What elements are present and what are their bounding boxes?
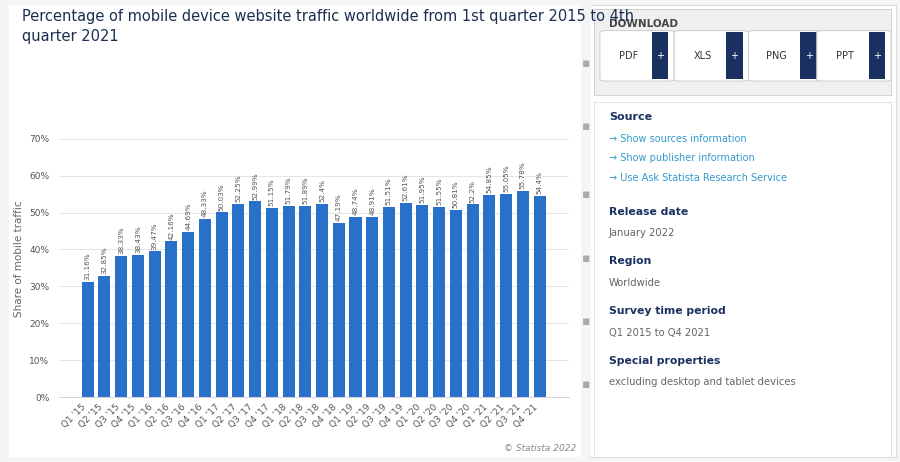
Bar xyxy=(199,219,211,397)
Text: Source: Source xyxy=(608,112,652,122)
Bar xyxy=(382,207,395,397)
FancyBboxPatch shape xyxy=(749,30,823,81)
Text: 51.95%: 51.95% xyxy=(419,176,426,203)
Bar xyxy=(115,255,127,397)
Text: ▪: ▪ xyxy=(581,188,590,201)
Bar xyxy=(98,276,111,397)
Text: +: + xyxy=(873,51,881,61)
Bar xyxy=(182,232,194,397)
Y-axis label: Share of mobile traffic: Share of mobile traffic xyxy=(14,201,23,317)
Text: Worldwide: Worldwide xyxy=(608,278,661,288)
Bar xyxy=(366,217,378,397)
Text: +: + xyxy=(656,51,664,61)
Bar xyxy=(500,194,512,397)
Text: 52.25%: 52.25% xyxy=(235,175,241,202)
Text: PPT: PPT xyxy=(836,51,854,61)
Bar xyxy=(333,223,345,397)
Bar xyxy=(349,217,362,397)
Text: 48.91%: 48.91% xyxy=(369,187,375,215)
FancyBboxPatch shape xyxy=(652,32,668,79)
Bar xyxy=(232,204,245,397)
Text: 52.2%: 52.2% xyxy=(470,180,475,202)
Text: 51.79%: 51.79% xyxy=(285,176,292,204)
FancyBboxPatch shape xyxy=(674,30,749,81)
Text: XLS: XLS xyxy=(693,51,712,61)
Text: 54.85%: 54.85% xyxy=(486,165,492,193)
FancyBboxPatch shape xyxy=(868,32,885,79)
Text: 55.78%: 55.78% xyxy=(520,162,526,189)
Text: 38.33%: 38.33% xyxy=(118,226,124,254)
FancyBboxPatch shape xyxy=(600,30,674,81)
Bar xyxy=(517,191,529,397)
Text: 50.03%: 50.03% xyxy=(219,183,225,211)
Text: 47.19%: 47.19% xyxy=(336,194,342,221)
Text: Percentage of mobile device website traffic worldwide from 1st quarter 2015 to 4: Percentage of mobile device website traf… xyxy=(22,9,634,44)
Text: ▪: ▪ xyxy=(581,57,590,70)
Text: © Statista 2022: © Statista 2022 xyxy=(504,444,576,453)
Text: 50.81%: 50.81% xyxy=(453,180,459,208)
Text: Survey time period: Survey time period xyxy=(608,306,725,316)
Text: 51.51%: 51.51% xyxy=(386,177,392,205)
Text: ▪: ▪ xyxy=(581,378,590,391)
Text: Q1 2015 to Q4 2021: Q1 2015 to Q4 2021 xyxy=(608,328,710,338)
Bar xyxy=(466,204,479,397)
Text: +: + xyxy=(805,51,813,61)
Bar xyxy=(132,255,144,397)
Bar xyxy=(148,251,161,397)
Text: 51.55%: 51.55% xyxy=(436,177,442,205)
Text: Release date: Release date xyxy=(608,207,688,217)
Text: DOWNLOAD: DOWNLOAD xyxy=(608,19,678,30)
Text: +: + xyxy=(731,51,739,61)
Bar xyxy=(417,205,428,397)
Bar xyxy=(450,210,462,397)
Bar xyxy=(249,201,261,397)
Bar xyxy=(216,213,228,397)
Text: PDF: PDF xyxy=(618,51,638,61)
Text: PNG: PNG xyxy=(766,51,788,61)
Text: ▪: ▪ xyxy=(581,252,590,265)
Text: ▪: ▪ xyxy=(581,121,590,134)
FancyBboxPatch shape xyxy=(800,32,817,79)
Text: Special properties: Special properties xyxy=(608,356,720,366)
Text: 52.99%: 52.99% xyxy=(252,172,258,200)
Text: 55.05%: 55.05% xyxy=(503,164,509,192)
Text: 52.4%: 52.4% xyxy=(319,179,325,202)
Bar xyxy=(300,206,311,397)
Text: → Show publisher information: → Show publisher information xyxy=(608,153,754,163)
Text: → Show sources information: → Show sources information xyxy=(608,134,746,144)
Text: 51.89%: 51.89% xyxy=(302,176,309,204)
Text: 42.16%: 42.16% xyxy=(168,212,175,240)
Text: 48.33%: 48.33% xyxy=(202,189,208,217)
Text: Region: Region xyxy=(608,256,652,267)
Text: 38.43%: 38.43% xyxy=(135,226,141,254)
FancyBboxPatch shape xyxy=(817,30,891,81)
Text: 32.85%: 32.85% xyxy=(102,246,107,274)
Bar xyxy=(433,207,446,397)
Bar xyxy=(166,242,177,397)
Text: 52.61%: 52.61% xyxy=(402,173,409,201)
Text: 31.16%: 31.16% xyxy=(85,253,91,280)
Bar xyxy=(82,282,94,397)
Text: 51.15%: 51.15% xyxy=(269,179,274,207)
Bar xyxy=(483,195,495,397)
Text: January 2022: January 2022 xyxy=(608,228,675,238)
Text: 39.47%: 39.47% xyxy=(152,222,158,249)
Text: 54.4%: 54.4% xyxy=(536,171,543,195)
Bar xyxy=(316,204,328,397)
Bar xyxy=(534,196,545,397)
Bar xyxy=(400,203,411,397)
Bar xyxy=(283,206,294,397)
Bar xyxy=(266,208,278,397)
Text: ▪: ▪ xyxy=(581,315,590,328)
FancyBboxPatch shape xyxy=(726,32,742,79)
Text: excluding desktop and tablet devices: excluding desktop and tablet devices xyxy=(608,377,796,387)
Text: → Use Ask Statista Research Service: → Use Ask Statista Research Service xyxy=(608,173,787,183)
Text: 44.69%: 44.69% xyxy=(185,203,191,230)
Text: 48.74%: 48.74% xyxy=(353,188,358,215)
